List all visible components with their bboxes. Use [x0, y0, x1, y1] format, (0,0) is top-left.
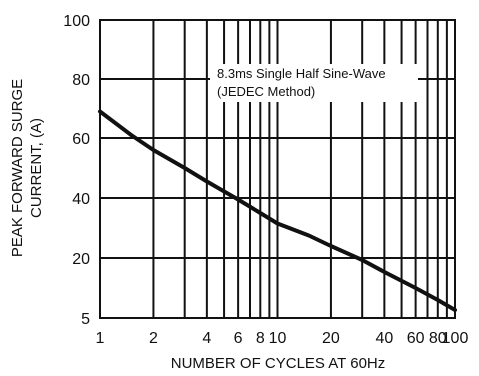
y-axis-title-line-2: CURRENT, (A): [28, 118, 45, 218]
x-tick-label: 1: [96, 330, 105, 347]
annotation-background: [210, 64, 418, 102]
x-tick-label: 6: [234, 330, 243, 347]
series-layer: [98, 109, 457, 312]
surge-current-curve: [98, 109, 457, 312]
annotation-line-1: 8.3ms Single Half Sine-Wave: [217, 66, 386, 81]
x-tick-label: 4: [202, 330, 211, 347]
y-tick-labels: 5 20 40 60 80 100: [63, 13, 90, 328]
x-tick-label: 8: [256, 330, 265, 347]
x-tick-label: 10: [269, 330, 287, 347]
x-tick-label: 20: [322, 330, 340, 347]
annotation-line-2: (JEDEC Method): [217, 84, 315, 99]
y-tick-label: 40: [72, 191, 90, 208]
x-tick-label: 80: [429, 330, 447, 347]
y-tick-label: 20: [72, 251, 90, 268]
y-axis-title-line-1: PEAK FORWARD SURGE: [9, 79, 26, 257]
x-axis-title: NUMBER OF CYCLES AT 60Hz: [171, 355, 386, 372]
x-tick-label: 2: [149, 330, 158, 347]
x-tick-label: 100: [442, 330, 469, 347]
y-tick-label: 80: [72, 72, 90, 89]
y-tick-label: 100: [63, 13, 90, 30]
y-tick-label: 60: [72, 131, 90, 148]
y-tick-label: 5: [81, 311, 90, 328]
x-tick-label: 60: [407, 330, 425, 347]
x-tick-label: 40: [375, 330, 393, 347]
plot-frame: [99, 19, 456, 319]
